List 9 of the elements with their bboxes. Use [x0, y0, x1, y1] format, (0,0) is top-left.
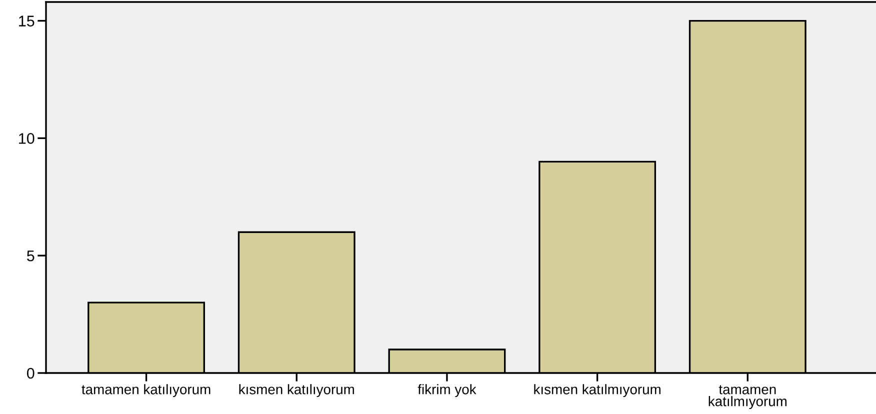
x-tick-label: tamamen katılmıyorum	[708, 385, 786, 409]
y-tick-label: 5	[27, 250, 34, 262]
x-tick-label: fikrim yok	[418, 384, 476, 398]
y-tick-label: 15	[19, 16, 34, 26]
x-tick-label: tamamen katılıyorum	[82, 384, 210, 398]
x-tick-label: kısmen katılmıyorum	[534, 384, 660, 398]
y-tick-label: 0	[26, 368, 34, 379]
y-tick-label: 10	[19, 133, 34, 144]
x-tick-label: kısmen katılıyorum	[239, 384, 354, 398]
